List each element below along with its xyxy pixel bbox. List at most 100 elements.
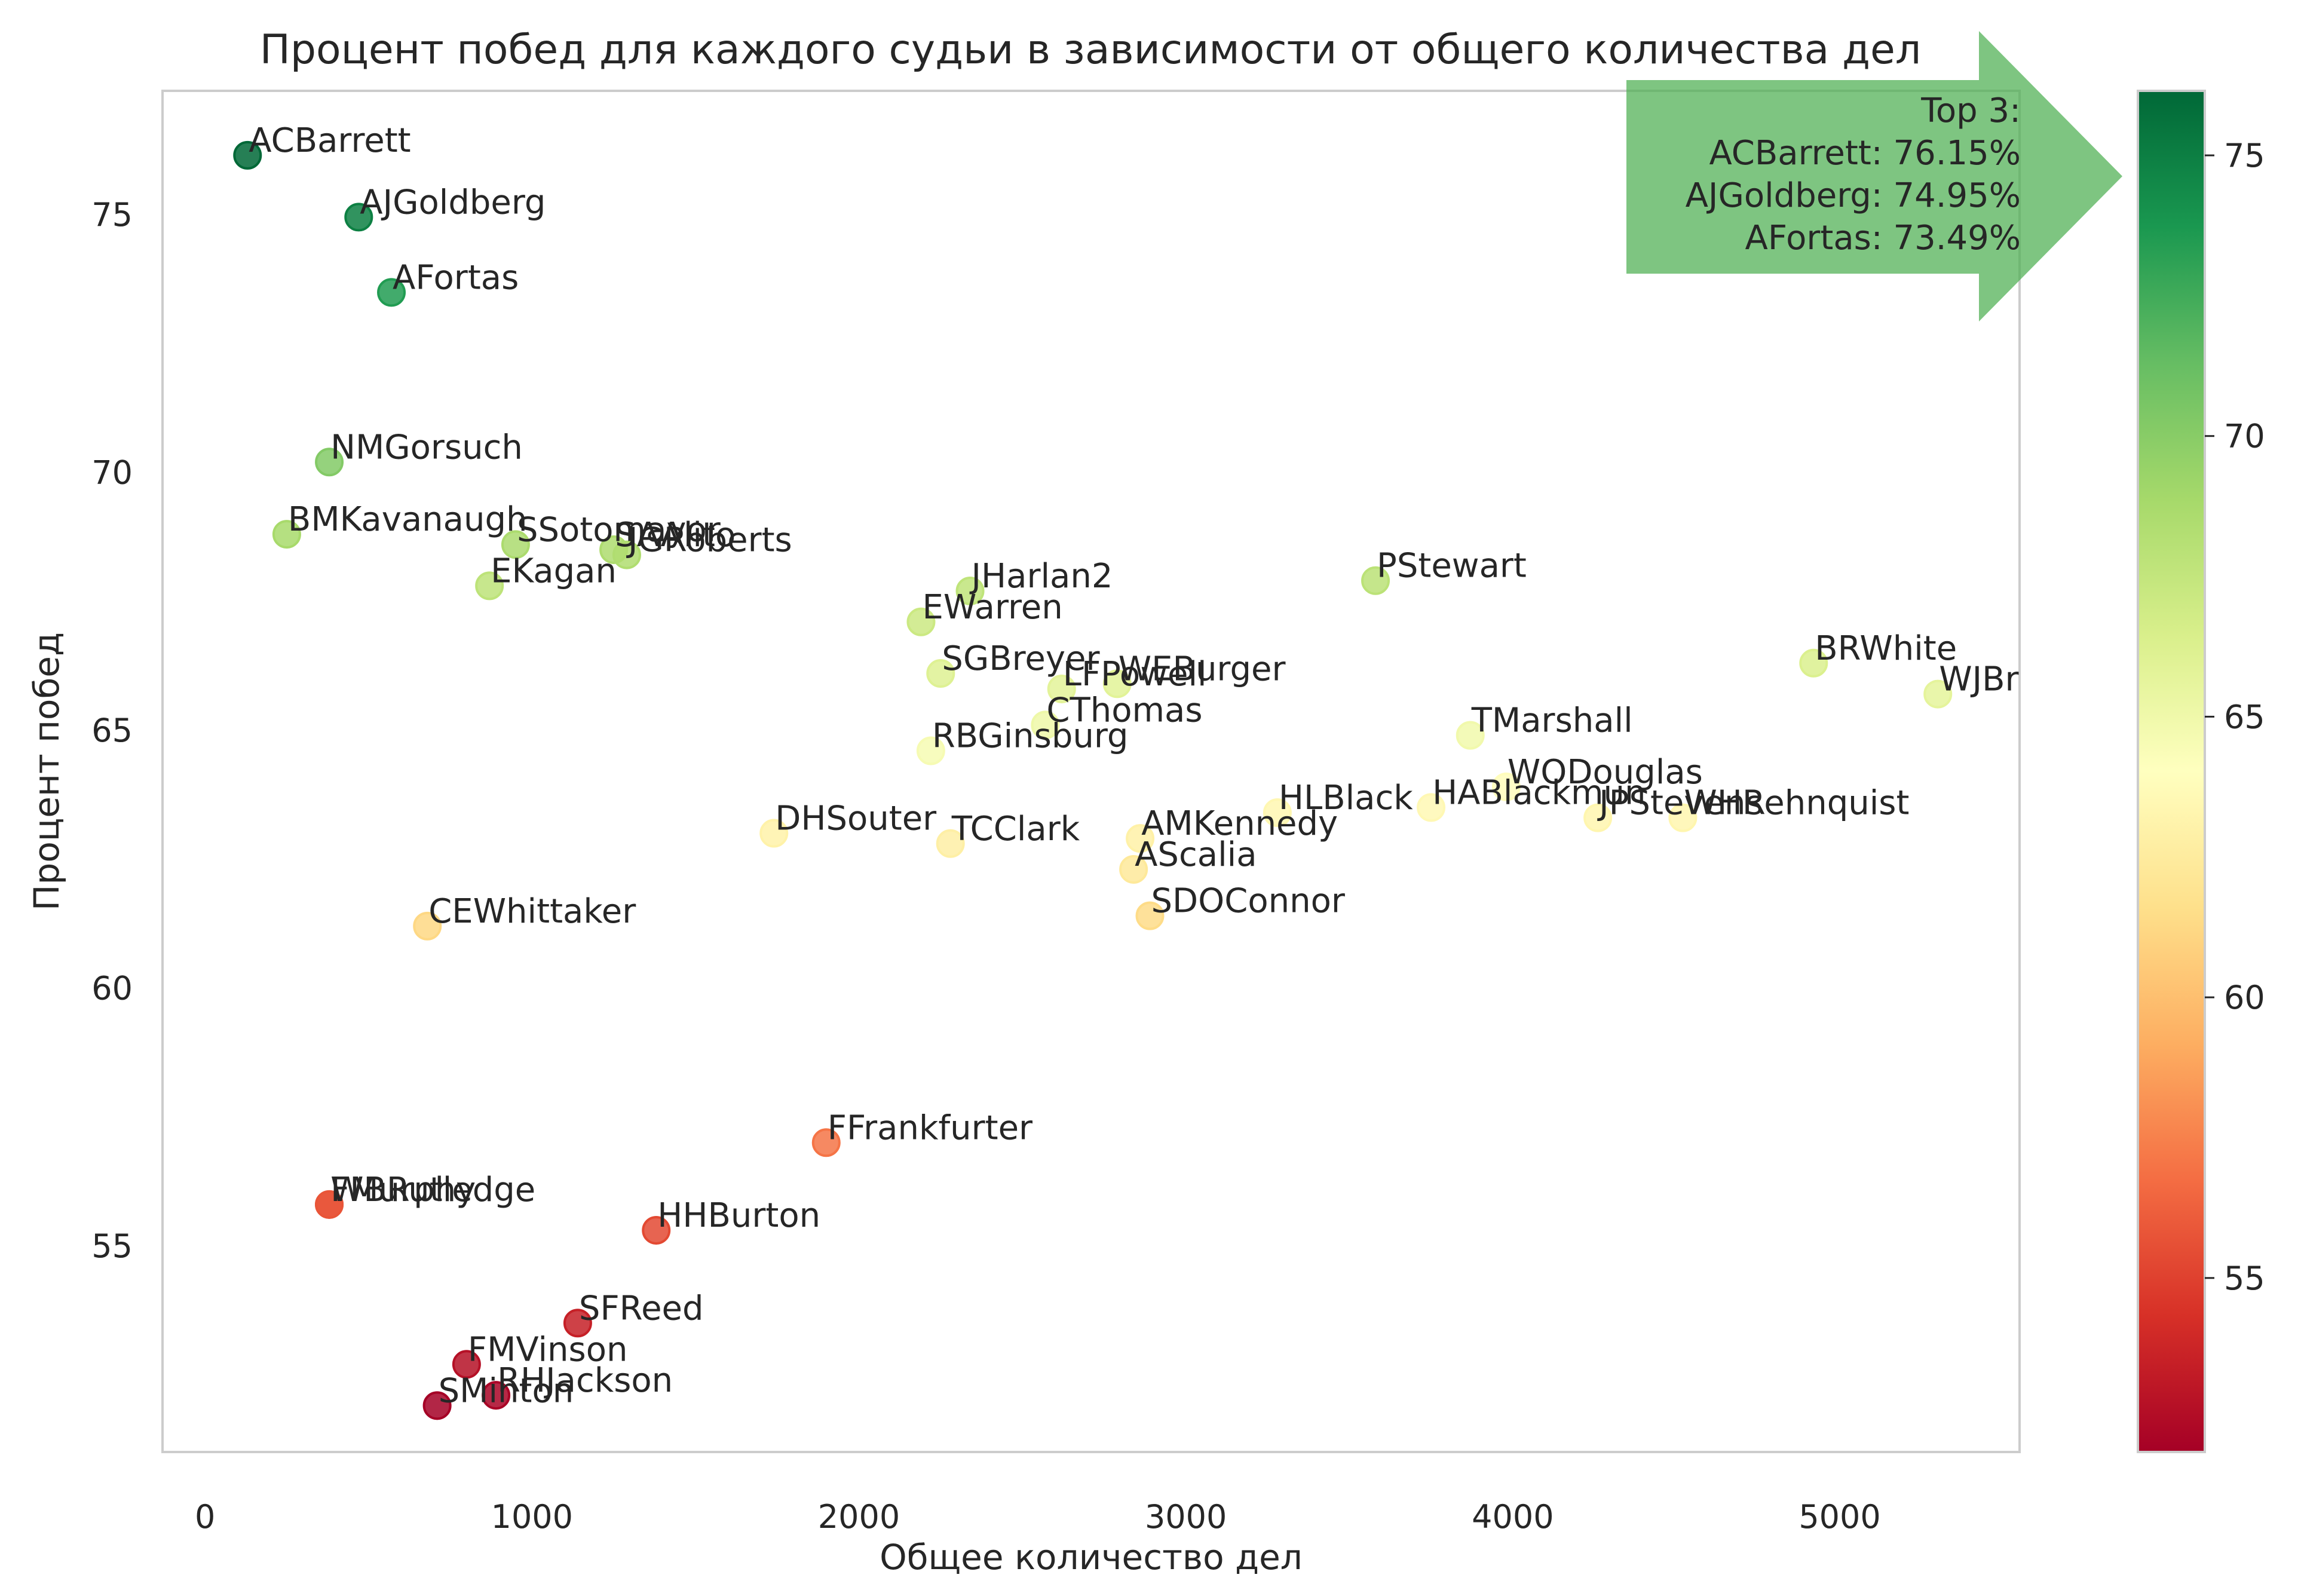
data-point-label: AScalia — [1135, 835, 1257, 874]
data-point — [315, 1190, 344, 1219]
data-point — [563, 1309, 592, 1338]
data-point — [926, 659, 955, 688]
data-point-label: AJGoldberg — [360, 183, 546, 222]
data-point-label: CThomas — [1046, 691, 1202, 730]
data-point-label: WJBrennan — [1939, 660, 2122, 699]
data-point-label: WEBurger — [1119, 650, 1286, 688]
data-point — [501, 530, 530, 559]
data-point-label: DHSouter — [775, 799, 937, 838]
chart-title: Процент побед для каждого судьи в зависи… — [260, 26, 1922, 73]
data-point — [1135, 901, 1165, 930]
data-point — [936, 829, 965, 858]
data-point-label: JHarlan2 — [970, 557, 1113, 596]
colorbar: 55 60 65 70 75 — [2137, 90, 2265, 1453]
y-tick-label: 75 — [91, 196, 133, 234]
colorbar-tick-label: 60 — [2224, 979, 2265, 1016]
data-point-label: FFrankfurter — [828, 1108, 1033, 1147]
plot-area — [161, 90, 2021, 1453]
x-tick-label: 0 — [195, 1498, 215, 1536]
data-point — [233, 140, 262, 170]
data-point — [272, 520, 301, 549]
data-point-label: SMinton — [439, 1371, 574, 1410]
y-tick-label: 65 — [91, 712, 133, 749]
data-point — [642, 1215, 671, 1245]
data-point-label: SDOConnor — [1151, 882, 1345, 921]
data-point-label: AMKennedy — [1141, 804, 1338, 843]
data-point — [759, 819, 789, 848]
data-point — [906, 607, 936, 636]
data-point-label: ACBarrett — [249, 121, 410, 160]
y-tick-label: 55 — [91, 1227, 133, 1265]
top3-line-1: ACBarrett: 76.15% — [1709, 134, 2021, 173]
data-point — [1583, 803, 1613, 832]
data-point-label: LFPowell — [1063, 655, 1207, 694]
data-point — [916, 736, 945, 765]
data-point-label: JGRoberts — [626, 521, 792, 560]
data-point-label: SFReed — [579, 1289, 704, 1328]
point-labels: ACBarrett AJGoldberg AFortas NMGorsuch BMKav… — [249, 121, 2122, 1410]
scatter-points — [233, 140, 1953, 1420]
data-point — [1668, 803, 1698, 832]
data-point-label: HABlackmun — [1432, 773, 1646, 812]
data-point-label: BRWhite — [1815, 629, 1957, 668]
data-point — [1923, 679, 1953, 709]
data-point — [422, 1391, 452, 1420]
colorbar-tick-label: 55 — [2224, 1260, 2265, 1297]
top3-line-3: AFortas: 73.49% — [1745, 219, 2021, 258]
data-point — [482, 1381, 511, 1410]
data-point — [1102, 669, 1132, 699]
data-point-label: WBRutledge — [330, 1171, 535, 1209]
data-point-label: AFortas — [393, 258, 519, 297]
y-tick-label: 70 — [91, 454, 133, 492]
data-point-label: RHJackson — [497, 1361, 673, 1400]
data-point-label: EWarren — [922, 588, 1062, 627]
top3-annotation: Top 3: ACBarrett: 76.15% AJGoldberg: 74.… — [1626, 31, 2122, 321]
x-axis-label: Общее количество дел — [880, 1537, 1303, 1577]
data-point — [413, 911, 442, 941]
data-point-label: JPStevens — [1597, 784, 1763, 823]
colorbar-tick-label: 65 — [2224, 698, 2265, 736]
colorbar-tick-label: 75 — [2224, 137, 2265, 174]
data-point-label: SGBreyer — [942, 639, 1100, 678]
data-point-label: FMVinson — [468, 1330, 628, 1369]
colorbar-gradient — [2137, 90, 2206, 1453]
data-point-label: SAAlito — [615, 516, 736, 555]
x-tick-label: 5000 — [1798, 1498, 1880, 1536]
data-point-label: CEWhittaker — [428, 892, 636, 931]
y-tick-label: 60 — [91, 969, 133, 1007]
y-tick-labels: 55 60 65 70 75 — [91, 196, 133, 1265]
data-point-label: TMarshall — [1471, 701, 1633, 740]
x-tick-label: 3000 — [1145, 1498, 1227, 1536]
data-point — [452, 1350, 481, 1379]
colorbar-tick-label: 70 — [2224, 418, 2265, 455]
data-point-label: SSotomayor — [517, 510, 721, 549]
data-point-label: WHRehnquist — [1684, 784, 1909, 823]
data-point-label: PStewart — [1377, 547, 1527, 586]
data-point — [1126, 824, 1155, 853]
x-tick-label: 4000 — [1472, 1498, 1554, 1536]
data-point-label: HHBurton — [657, 1196, 820, 1235]
data-point — [1417, 793, 1446, 822]
data-point — [1491, 772, 1521, 801]
data-point — [1119, 854, 1148, 884]
data-point — [377, 278, 406, 307]
top3-heading: Top 3: — [1920, 91, 2021, 130]
data-point — [612, 540, 641, 569]
colorbar-tick-labels: 55 60 65 70 75 — [2205, 137, 2265, 1297]
x-tick-labels: 0 1000 2000 3000 4000 5000 — [195, 1498, 1881, 1536]
data-point-label: EKagan — [491, 552, 617, 590]
x-tick-label: 1000 — [491, 1498, 573, 1536]
data-point — [475, 571, 504, 601]
data-point — [1361, 566, 1390, 595]
data-point — [1031, 710, 1060, 740]
data-point — [1456, 721, 1485, 750]
data-point-label: RBGinsburg — [932, 716, 1129, 755]
data-point — [955, 576, 985, 605]
data-point-label: NMGorsuch — [330, 428, 523, 467]
data-point — [315, 448, 344, 477]
data-point-label: HLBlack — [1279, 779, 1413, 817]
data-point-label: TCClark — [951, 810, 1080, 848]
data-point — [1047, 674, 1076, 703]
top3-line-2: AJGoldberg: 74.95% — [1686, 176, 2021, 215]
